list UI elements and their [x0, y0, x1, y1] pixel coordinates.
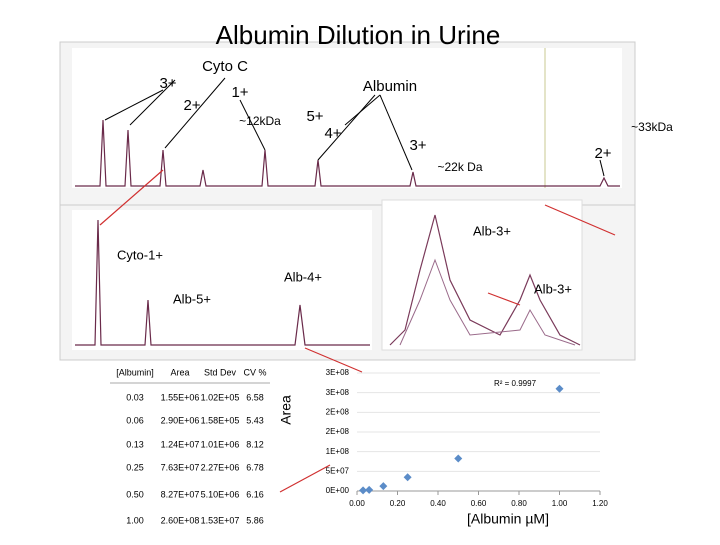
spectrum-label: 3+: [159, 75, 176, 92]
table-cell: 0.06: [126, 415, 144, 425]
label-arrows: [104, 77, 605, 177]
point: [403, 473, 412, 482]
table-cell: 6.78: [246, 462, 264, 472]
spectrum-label: Cyto C: [202, 58, 248, 75]
point: [379, 482, 388, 491]
x-tick-label: 1.20: [592, 499, 608, 508]
y-tick-label: 1E+08: [326, 447, 350, 456]
y-tick-label: 2E+08: [326, 427, 350, 436]
spectrum-label: ~33kDa: [631, 120, 673, 134]
table-cell: 5.86: [246, 515, 264, 525]
y-tick-label: 0E+00: [326, 486, 350, 495]
table-cell: 1.55E+06: [161, 392, 200, 402]
table-cell: 1.53E+07: [201, 515, 240, 525]
table-cell: 0.03: [126, 392, 144, 402]
x-axis-label: [Albumin µM]: [467, 511, 549, 527]
red-arrows: [99, 169, 616, 493]
table-cell: 8.27E+07: [161, 489, 200, 499]
spectrum-label: ~12kDa: [239, 114, 281, 128]
table-cell: 5.43: [246, 415, 264, 425]
spectrum-label: 2+: [183, 97, 200, 114]
table-cell: 8.12: [246, 439, 264, 449]
x-tick-label: 0.00: [349, 499, 365, 508]
table-cell: 0.25: [126, 462, 144, 472]
inset-trace: [389, 214, 581, 346]
spectrum-label: 3+: [409, 137, 426, 154]
spectrum-label: Alb-3+: [473, 223, 511, 238]
spectrum-label: Alb-4+: [284, 269, 322, 284]
spectrum-zoom-plot: [72, 210, 372, 350]
spectrum-label: 2+: [594, 145, 611, 162]
table-cell: 1.24E+07: [161, 439, 200, 449]
table-cell: 0.13: [126, 439, 144, 449]
point: [555, 384, 564, 393]
inset-trace: [399, 258, 576, 346]
y-tick-label: 3E+08: [326, 368, 350, 377]
table-header: Area: [170, 367, 189, 377]
x-tick-label: 0.80: [511, 499, 527, 508]
x-tick-label: 0.40: [430, 499, 446, 508]
point: [365, 485, 374, 494]
table-cell: 5.10E+06: [201, 489, 240, 499]
spectrum-label: ~22k Da: [437, 160, 482, 174]
spectrum-label: Alb-3+: [534, 281, 572, 296]
spectrum-zoom-trace: [75, 219, 370, 346]
spectrum-trace: [75, 119, 620, 187]
table-header: CV %: [243, 367, 266, 377]
table-cell: 7.63E+07: [161, 462, 200, 472]
spectrum-label: Alb-5+: [173, 291, 211, 306]
spectrum-top-plot: [72, 48, 622, 188]
y-axis-label: Area: [278, 395, 294, 425]
y-tick-label: 3E+08: [326, 388, 350, 397]
y-tick-label: 5E+07: [326, 466, 350, 475]
x-tick-label: 0.60: [471, 499, 487, 508]
y-tick-label: 2E+08: [326, 407, 350, 416]
table-cell: 2.27E+06: [201, 462, 240, 472]
point: [359, 486, 368, 495]
table-cell: 1.58E+05: [201, 415, 240, 425]
table-cell: 0.50: [126, 489, 144, 499]
x-tick-label: 1.00: [552, 499, 568, 508]
point: [454, 454, 463, 463]
table-cell: 2.90E+06: [161, 415, 200, 425]
table-cell: 6.58: [246, 392, 264, 402]
table-cell: 1.00: [126, 515, 144, 525]
x-tick-label: 0.20: [390, 499, 406, 508]
table-cell: 1.02E+05: [201, 392, 240, 402]
table-header: Std Dev: [204, 367, 237, 377]
spectrum-label: 1+: [231, 84, 248, 101]
table-header: [Albumin]: [116, 367, 154, 377]
slide-title: Albumin Dilution in Urine: [216, 20, 501, 50]
spectrum-inset: [381, 199, 583, 351]
spectrum-label: Albumin: [363, 78, 417, 95]
annotation: R² = 0.9997: [494, 379, 537, 388]
table-cell: 1.01E+06: [201, 439, 240, 449]
spectrum-label: 5+: [306, 108, 323, 125]
spectrum-label: 4+: [324, 125, 341, 142]
table-cell: 2.60E+08: [161, 515, 200, 525]
table-cell: 6.16: [246, 489, 264, 499]
spectrum-label: Cyto-1+: [117, 247, 163, 262]
